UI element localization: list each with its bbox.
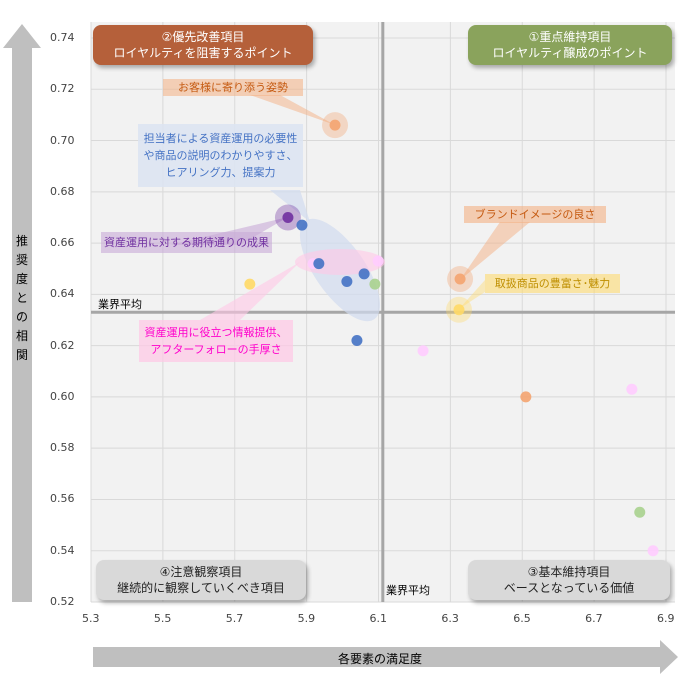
data-point bbox=[341, 276, 353, 288]
callout-info-pointer bbox=[200, 262, 300, 320]
x-tick-label: 6.7 bbox=[585, 612, 603, 625]
y-axis-arrow bbox=[3, 24, 41, 602]
x-tick-label: 6.9 bbox=[657, 612, 675, 625]
callout-staff-line2: や商品の説明のわかりやすさ、 bbox=[143, 149, 298, 162]
quadrant-2-label: ②優先改善項目 ロイヤルティを阻害するポイント bbox=[93, 25, 313, 65]
y-tick-label: 0.68 bbox=[50, 184, 75, 198]
callout-expect: 資産運用に対する期待通りの成果 bbox=[101, 232, 272, 253]
y-tick-label: 0.70 bbox=[50, 133, 75, 147]
y-tick-label: 0.74 bbox=[50, 31, 75, 44]
y-tick-label: 0.58 bbox=[50, 441, 75, 455]
data-point bbox=[296, 219, 308, 231]
data-point bbox=[369, 278, 381, 290]
quadrant-4-label: ④注意観察項目 継続的に観察していくべき項目 bbox=[96, 560, 306, 600]
data-point bbox=[351, 335, 363, 347]
callout-customer-pointer bbox=[250, 95, 335, 125]
callout-customer: お客様に寄り添う姿勢 bbox=[163, 79, 303, 96]
data-point bbox=[282, 211, 294, 223]
callout-info-line1: 資産運用に役立つ情報提供、 bbox=[144, 326, 288, 339]
data-point bbox=[647, 545, 659, 557]
q1-subtitle: ロイヤルティ醸成のポイント bbox=[492, 46, 648, 60]
q3-subtitle: ベースとなっている価値 bbox=[503, 581, 635, 595]
quadrant-3-label: ③基本維持項目 ベースとなっている価値 bbox=[468, 560, 670, 600]
x-tick-label: 5.7 bbox=[225, 612, 244, 625]
data-point bbox=[358, 268, 370, 280]
x-axis-arrow bbox=[93, 640, 678, 674]
average-label-x: 業界平均 bbox=[386, 584, 430, 597]
q1-title: ①重点維持項目 bbox=[528, 30, 612, 44]
data-point bbox=[520, 391, 532, 403]
y-tick-label: 0.66 bbox=[50, 236, 75, 250]
y-tick-label: 0.54 bbox=[50, 543, 75, 557]
q2-title: ②優先改善項目 bbox=[161, 30, 245, 44]
data-point bbox=[417, 345, 429, 357]
x-tick-label: 5.3 bbox=[82, 612, 100, 625]
average-label-y: 業界平均 bbox=[98, 298, 142, 311]
data-point bbox=[454, 273, 466, 285]
x-tick-label: 5.5 bbox=[153, 612, 172, 625]
data-point bbox=[453, 304, 465, 316]
callout-products-pointer bbox=[459, 280, 485, 309]
data-point bbox=[244, 278, 256, 290]
y-tick-label: 0.62 bbox=[50, 338, 75, 352]
callout-staff-pointer bbox=[270, 190, 310, 222]
q4-title: ④注意観察項目 bbox=[159, 565, 243, 579]
y-axis-label: 推奨度との相関 bbox=[15, 234, 28, 362]
data-point bbox=[313, 258, 325, 270]
data-point bbox=[626, 383, 638, 395]
x-tick-label: 5.9 bbox=[297, 612, 316, 625]
x-tick-label: 6.3 bbox=[441, 612, 459, 625]
callout-brand: ブランドイメージの良さ bbox=[464, 206, 606, 223]
callout-staff: 担当者による資産運用の必要性 や商品の説明のわかりやすさ、 ヒアリング力、提案力 bbox=[138, 124, 303, 187]
x-tick-label: 6.5 bbox=[513, 612, 531, 625]
callout-staff-line1: 担当者による資産運用の必要性 bbox=[143, 132, 298, 145]
y-tick-label: 0.64 bbox=[50, 287, 75, 301]
callout-products: 取扱商品の豊富さ･魅力 bbox=[485, 274, 620, 293]
y-tick-label: 0.72 bbox=[50, 82, 75, 96]
q4-subtitle: 継続的に観察していくべき項目 bbox=[117, 581, 285, 595]
x-axis-label: 各要素の満足度 bbox=[337, 652, 422, 666]
q3-title: ③基本維持項目 bbox=[527, 565, 611, 579]
callout-brand-pointer bbox=[460, 222, 530, 280]
callout-staff-line3: ヒアリング力、提案力 bbox=[165, 166, 276, 179]
callout-info: 資産運用に役立つ情報提供、 アフターフォローの手厚さ bbox=[139, 320, 293, 362]
y-tick-label: 0.52 bbox=[50, 595, 75, 608]
q2-subtitle: ロイヤルティを阻害するポイント bbox=[113, 46, 293, 60]
data-point bbox=[329, 119, 341, 131]
y-tick-label: 0.60 bbox=[50, 389, 75, 403]
callout-info-line2: アフターフォローの手厚さ bbox=[150, 343, 282, 356]
data-point bbox=[634, 506, 646, 518]
x-tick-label: 6.1 bbox=[369, 612, 388, 625]
y-tick-label: 0.56 bbox=[50, 492, 75, 506]
quadrant-1-label: ①重点維持項目 ロイヤルティ醸成のポイント bbox=[468, 25, 672, 65]
data-point bbox=[372, 255, 384, 267]
